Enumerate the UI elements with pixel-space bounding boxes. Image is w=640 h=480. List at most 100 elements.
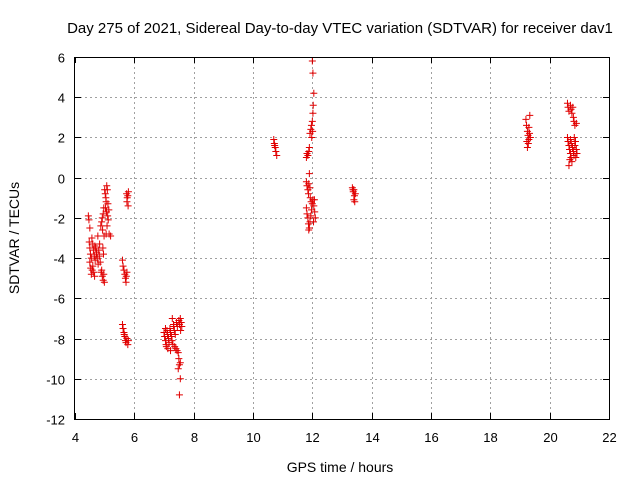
data-point <box>568 109 576 117</box>
data-point <box>99 226 107 234</box>
data-point <box>305 226 313 234</box>
data-point <box>85 216 93 224</box>
data-point <box>526 133 534 141</box>
plot-frame <box>74 57 610 420</box>
data-point <box>124 192 132 200</box>
x-tick-label: 22 <box>602 430 616 445</box>
y-tick-label: 6 <box>58 51 65 66</box>
data-point <box>565 162 573 170</box>
data-point <box>349 186 357 194</box>
data-point <box>573 150 581 158</box>
data-point <box>572 154 580 162</box>
data-point <box>93 248 101 256</box>
data-point <box>569 103 577 111</box>
x-tick-label: 6 <box>131 430 138 445</box>
data-point <box>570 133 578 141</box>
data-point <box>309 101 317 109</box>
data-point <box>102 230 110 238</box>
y-tick-label: -10 <box>46 373 65 388</box>
data-point <box>178 322 186 330</box>
data-point <box>526 111 534 119</box>
data-point <box>100 278 108 286</box>
data-point <box>304 152 312 160</box>
data-point <box>173 347 181 355</box>
data-point <box>309 109 317 117</box>
data-point <box>567 139 575 147</box>
data-point <box>304 190 312 198</box>
data-point <box>305 144 313 151</box>
data-point <box>122 278 130 286</box>
data-point <box>308 117 316 125</box>
data-point <box>124 337 132 345</box>
data-point <box>118 320 126 328</box>
data-point <box>161 325 169 332</box>
data-point <box>86 224 94 232</box>
data-point <box>167 329 175 337</box>
data-point <box>169 320 177 328</box>
data-point <box>86 258 94 266</box>
data-point <box>305 180 313 188</box>
data-point <box>525 123 533 131</box>
data-point <box>85 238 93 246</box>
data-point <box>311 208 319 216</box>
data-point <box>571 141 579 149</box>
data-point <box>96 258 104 266</box>
data-point <box>99 250 107 258</box>
data-point <box>523 137 531 145</box>
y-tick-label: -4 <box>53 252 65 267</box>
data-point <box>270 135 278 143</box>
data-point <box>96 240 104 248</box>
data-point <box>176 359 184 367</box>
data-point <box>272 148 280 156</box>
data-point <box>308 133 316 141</box>
data-point <box>523 144 531 151</box>
data-point <box>167 333 175 341</box>
data-point <box>176 314 184 322</box>
data-point <box>569 113 577 121</box>
chart-title: Day 275 of 2021, Sidereal Day-to-day VTE… <box>67 20 613 37</box>
data-point <box>97 222 105 230</box>
data-point <box>103 222 111 230</box>
data-point <box>175 391 183 399</box>
data-point <box>566 156 574 164</box>
data-point <box>351 198 359 206</box>
data-point <box>123 268 131 276</box>
data-point <box>176 375 184 383</box>
data-point <box>311 214 319 222</box>
x-axis-label: GPS time / hours <box>287 459 394 475</box>
data-point <box>119 325 127 332</box>
x-tick-labels: 4 6 8 10 12 14 16 18 20 22 <box>72 430 617 445</box>
data-point <box>105 206 113 214</box>
data-point <box>273 152 281 160</box>
data-point <box>118 256 126 264</box>
data-point <box>174 365 182 373</box>
x-tick-label: 12 <box>305 430 319 445</box>
data-point <box>120 331 128 339</box>
data-point <box>306 184 314 192</box>
data-point <box>124 341 132 349</box>
data-point <box>104 216 112 224</box>
data-point <box>168 337 176 345</box>
data-point <box>94 232 102 240</box>
data-point <box>98 214 106 222</box>
data-point <box>119 262 127 270</box>
data-point <box>525 129 533 137</box>
data-point <box>351 190 359 198</box>
data-point <box>305 148 313 156</box>
data-point <box>123 198 131 206</box>
x-tick-label: 4 <box>72 430 79 445</box>
x-tick-label: 16 <box>424 430 438 445</box>
data-point <box>124 202 132 210</box>
data-point <box>167 347 175 355</box>
data-point <box>307 121 315 129</box>
data-point <box>309 69 317 77</box>
data-point <box>171 343 179 351</box>
data-point <box>309 127 317 135</box>
x-tick-label: 8 <box>191 430 198 445</box>
data-point <box>310 89 318 97</box>
data-point <box>572 146 580 154</box>
data-point <box>124 188 132 196</box>
data-point <box>101 190 109 198</box>
data-point <box>177 327 185 335</box>
